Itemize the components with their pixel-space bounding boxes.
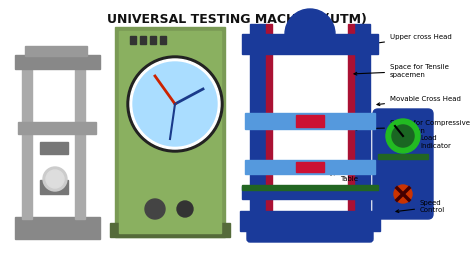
Bar <box>240 211 380 231</box>
Text: Movable Cross Head: Movable Cross Head <box>377 96 461 106</box>
Circle shape <box>386 119 420 153</box>
Wedge shape <box>285 9 335 34</box>
Bar <box>110 223 230 237</box>
Circle shape <box>127 56 223 152</box>
Bar <box>245 113 375 129</box>
Bar <box>272 24 348 219</box>
Bar <box>250 24 266 219</box>
Circle shape <box>130 59 220 149</box>
Circle shape <box>133 62 217 146</box>
Bar <box>15 217 100 239</box>
Circle shape <box>177 201 193 217</box>
Bar <box>245 160 375 174</box>
Bar <box>348 24 354 219</box>
Circle shape <box>394 185 412 203</box>
Text: Table: Table <box>329 173 358 182</box>
Text: Space for Tensile
spacemen: Space for Tensile spacemen <box>354 65 449 77</box>
Text: Space for Compressive
spacemen: Space for Compressive spacemen <box>354 121 470 133</box>
FancyBboxPatch shape <box>247 220 373 242</box>
Circle shape <box>392 125 414 147</box>
Bar <box>242 186 378 199</box>
Bar <box>115 27 225 237</box>
Bar <box>22 64 32 219</box>
Bar <box>18 122 96 134</box>
Circle shape <box>145 199 165 219</box>
Bar <box>378 154 428 159</box>
Bar <box>160 36 166 44</box>
FancyBboxPatch shape <box>373 109 433 219</box>
Bar <box>25 46 87 56</box>
Bar <box>296 115 324 127</box>
Text: Upper cross Head: Upper cross Head <box>374 34 452 44</box>
Bar <box>119 31 221 233</box>
Bar <box>5 19 230 239</box>
Circle shape <box>43 167 67 191</box>
Bar <box>75 64 85 219</box>
Bar <box>40 142 68 154</box>
Bar <box>150 36 156 44</box>
Bar <box>242 185 378 190</box>
Bar <box>266 24 272 219</box>
Bar <box>354 24 370 219</box>
Text: UNIVERSAL TESTING MACHINE (UTM): UNIVERSAL TESTING MACHINE (UTM) <box>107 13 367 26</box>
Bar <box>130 36 136 44</box>
Bar <box>140 36 146 44</box>
Bar <box>242 34 378 54</box>
Text: Speed
Control: Speed Control <box>396 200 445 214</box>
Bar <box>40 180 68 194</box>
Bar <box>296 162 324 172</box>
Bar <box>15 55 100 69</box>
Text: Load
Indicator: Load Indicator <box>396 136 451 148</box>
Circle shape <box>46 170 64 188</box>
